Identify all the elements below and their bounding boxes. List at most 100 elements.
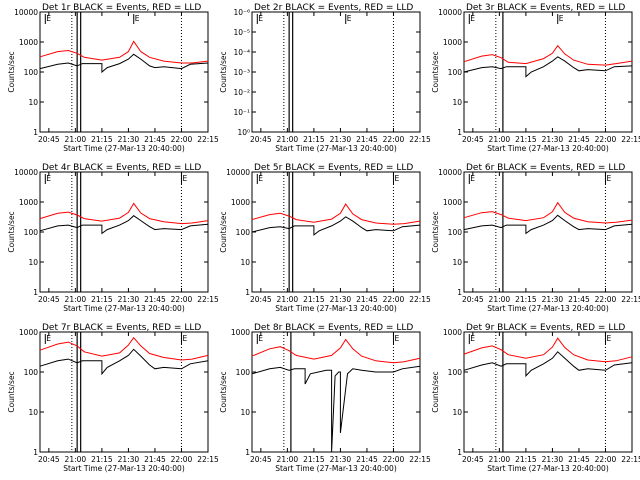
y-tick-label: 10000 xyxy=(14,8,38,17)
x-axis-label: Start Time (27-Mar-13 20:40:00) xyxy=(63,304,185,313)
x-tick-label: 22:15 xyxy=(621,455,640,464)
series-line-lld xyxy=(39,40,209,64)
x-tick-label: 21:45 xyxy=(356,135,378,144)
flag-label: E xyxy=(46,14,51,23)
x-tick-label: 21:15 xyxy=(515,295,537,304)
y-tick-label: 1 xyxy=(33,448,38,457)
x-tick-label: 22:00 xyxy=(171,135,193,144)
x-tick-label: 21:00 xyxy=(489,135,511,144)
x-tick-label: 21:45 xyxy=(356,455,378,464)
flag-label: E xyxy=(46,334,51,343)
flag-label: E xyxy=(470,14,475,23)
flag-marker: E xyxy=(256,174,263,184)
panel-title: Det 7r BLACK = Events, RED = LLD xyxy=(42,323,201,333)
x-tick-label: 22:15 xyxy=(409,455,431,464)
panel-title: Det 1r BLACK = Events, RED = LLD xyxy=(42,3,201,13)
x-tick-label: 20:45 xyxy=(462,455,484,464)
panel-1: Det 1r BLACK = Events, RED = LLD 1 10 100 10… xyxy=(7,3,219,153)
y-tick-label: 1 xyxy=(457,288,462,297)
y-tick-label: 1000 xyxy=(19,328,38,337)
y-tick-label: 10 xyxy=(28,258,38,267)
panel-title: Det 6r BLACK = Events, RED = LLD xyxy=(466,163,625,173)
y-tick-label: 10⁻⁴ xyxy=(233,48,250,57)
panel-8: Det 8r BLACK = Events, RED = LLD 1 10 100 10… xyxy=(219,323,431,473)
y-axis-label: Counts/sec xyxy=(431,211,440,252)
x-tick-label: 21:00 xyxy=(65,135,87,144)
y-axis-label: Counts/sec xyxy=(7,51,16,92)
x-tick-label: 22:15 xyxy=(409,135,431,144)
flag-label: E xyxy=(182,334,187,343)
y-axis-label: Counts/sec xyxy=(7,211,16,252)
flag-label: E xyxy=(470,174,475,183)
y-tick-label: 100 xyxy=(448,368,463,377)
y-tick-label: 1000 xyxy=(19,198,38,207)
x-tick-label: 21:00 xyxy=(65,295,87,304)
series-line-lld xyxy=(251,203,421,225)
flag-label: E xyxy=(559,14,564,23)
x-tick-label: 21:45 xyxy=(568,295,590,304)
flag-marker: E xyxy=(180,174,187,184)
flag-label: E xyxy=(394,174,399,183)
series-line-events xyxy=(251,216,421,236)
flag-marker: E xyxy=(180,334,187,344)
panel-title: Det 9r BLACK = Events, RED = LLD xyxy=(466,323,625,333)
x-tick-label: 22:15 xyxy=(409,295,431,304)
series-line-events xyxy=(39,348,209,376)
y-tick-label: 1000 xyxy=(19,38,38,47)
series-line-lld xyxy=(251,338,421,364)
x-axis-label: Start Time (27-Mar-13 20:40:00) xyxy=(487,304,609,313)
x-tick-label: 21:45 xyxy=(568,135,590,144)
y-axis-label: Counts/sec xyxy=(431,371,440,412)
x-axis-label: Start Time (27-Mar-13 20:40:00) xyxy=(63,464,185,473)
series-line-lld xyxy=(39,202,209,225)
series-line-events xyxy=(39,53,209,74)
x-tick-label: 21:15 xyxy=(91,455,113,464)
x-axis-label: Start Time (27-Mar-13 20:40:00) xyxy=(275,464,397,473)
x-axis-label: Start Time (27-Mar-13 20:40:00) xyxy=(275,144,397,153)
y-tick-label: 10000 xyxy=(438,8,462,17)
x-tick-label: 22:00 xyxy=(595,295,617,304)
flag-label: E xyxy=(258,14,263,23)
panel-title: Det 4r BLACK = Events, RED = LLD xyxy=(42,163,201,173)
y-tick-label: 1 xyxy=(33,128,38,137)
panel-3: Det 3r BLACK = Events, RED = LLD 1 10 100 10… xyxy=(431,3,640,153)
y-tick-label: 1000 xyxy=(231,198,250,207)
y-tick-label: 10 xyxy=(28,98,38,107)
flag-label: E xyxy=(347,14,352,23)
x-tick-label: 22:00 xyxy=(171,455,193,464)
flag-marker: E xyxy=(604,174,611,184)
panel-5: Det 5r BLACK = Events, RED = LLD 1 10 100 10… xyxy=(219,163,431,313)
y-tick-label: 100 xyxy=(24,368,39,377)
x-tick-label: 21:15 xyxy=(515,135,537,144)
panel-6: Det 6r BLACK = Events, RED = LLD 1 10 100 10… xyxy=(431,163,640,313)
y-tick-label: 10 xyxy=(452,98,462,107)
y-tick-label: 1000 xyxy=(443,38,462,47)
series-line-events xyxy=(463,351,633,378)
x-tick-label: 20:45 xyxy=(38,455,60,464)
x-tick-label: 21:00 xyxy=(65,455,87,464)
plot-frame xyxy=(251,171,421,293)
x-tick-label: 21:30 xyxy=(330,455,352,464)
x-tick-label: 21:00 xyxy=(489,455,511,464)
y-tick-label: 10⁰ xyxy=(237,128,250,137)
x-axis-label: Start Time (27-Mar-13 20:40:00) xyxy=(275,304,397,313)
flag-label: E xyxy=(470,334,475,343)
flag-label: E xyxy=(258,334,263,343)
flag-marker: E xyxy=(468,174,475,184)
y-tick-label: 1000 xyxy=(443,198,462,207)
x-tick-label: 21:30 xyxy=(118,135,140,144)
y-tick-label: 10000 xyxy=(14,168,38,177)
flag-marker: E xyxy=(604,334,611,344)
y-tick-label: 10 xyxy=(28,408,38,417)
y-tick-label: 10⁻⁶ xyxy=(233,8,250,17)
y-tick-label: 10⁻⁵ xyxy=(233,28,250,37)
x-tick-label: 22:00 xyxy=(595,135,617,144)
y-tick-label: 100 xyxy=(24,68,39,77)
y-tick-label: 10000 xyxy=(226,168,250,177)
flag-label: E xyxy=(46,174,51,183)
x-tick-label: 21:00 xyxy=(277,455,299,464)
y-axis-label: Counts/sec xyxy=(219,51,228,92)
flag-label: E xyxy=(182,174,187,183)
x-tick-label: 21:45 xyxy=(144,455,166,464)
x-tick-label: 22:15 xyxy=(197,295,219,304)
